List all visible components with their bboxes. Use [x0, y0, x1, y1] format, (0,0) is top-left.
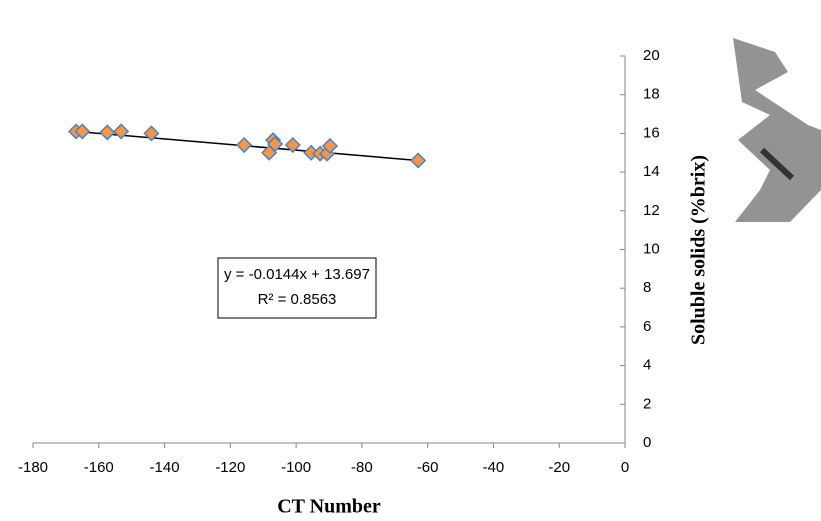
y-tick-label: 4	[643, 357, 651, 374]
y-tick-label: 20	[643, 47, 660, 64]
y-tick-label: 14	[643, 163, 660, 180]
y-tick-label: 12	[643, 202, 660, 219]
point	[74, 123, 91, 140]
x-tick-label: -180	[18, 459, 48, 476]
x-tick-label: -60	[417, 459, 439, 476]
y-tick-label: 10	[643, 240, 660, 257]
point	[321, 137, 339, 155]
y-tick-label: 6	[643, 318, 651, 335]
x-tick-label: -20	[548, 459, 570, 476]
y-tick-label: 16	[643, 124, 660, 141]
point	[236, 136, 253, 154]
point	[410, 152, 427, 169]
point	[143, 125, 160, 142]
x-tick-label: -100	[281, 459, 311, 476]
x-tick-label: -120	[215, 459, 245, 476]
y-tick-label: 0	[643, 434, 651, 451]
x-tick-label: -80	[351, 459, 373, 476]
point	[99, 124, 116, 141]
y-axis-title: Soluble solids (%brix)	[688, 155, 710, 345]
x-axis-title: CT Number	[277, 496, 381, 518]
decoration	[733, 38, 821, 222]
point	[113, 123, 130, 140]
annotation-box	[217, 257, 377, 319]
x-tick-label: -160	[84, 459, 114, 476]
y-tick-label: 2	[643, 395, 651, 412]
x-tick-label: -40	[483, 459, 505, 476]
point	[284, 136, 301, 154]
y-tick-label: 18	[643, 86, 660, 103]
x-tick-label: 0	[621, 459, 629, 476]
y-tick-label: 8	[643, 279, 651, 296]
equation: y = -0.0144x + 13.697	[224, 266, 370, 283]
r-squared: R² = 0.8563	[258, 291, 337, 308]
point	[267, 135, 284, 153]
x-tick-label: -140	[150, 459, 180, 476]
